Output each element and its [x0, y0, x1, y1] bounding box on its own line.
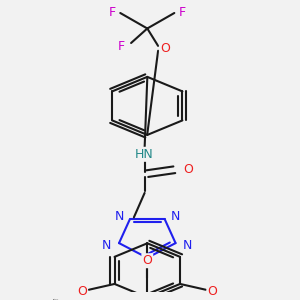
- Text: F: F: [118, 40, 125, 53]
- Text: N: N: [114, 210, 124, 223]
- Text: HN: HN: [135, 148, 154, 161]
- Text: N: N: [102, 238, 112, 251]
- Text: O: O: [208, 285, 218, 298]
- Text: N: N: [171, 210, 180, 223]
- Text: methoxy: methoxy: [52, 299, 59, 300]
- Text: N: N: [183, 238, 192, 251]
- Text: F: F: [179, 5, 186, 19]
- Text: O: O: [77, 285, 87, 298]
- Text: O: O: [142, 254, 152, 267]
- Text: O: O: [183, 163, 193, 176]
- Text: O: O: [160, 42, 170, 55]
- Text: F: F: [109, 5, 116, 19]
